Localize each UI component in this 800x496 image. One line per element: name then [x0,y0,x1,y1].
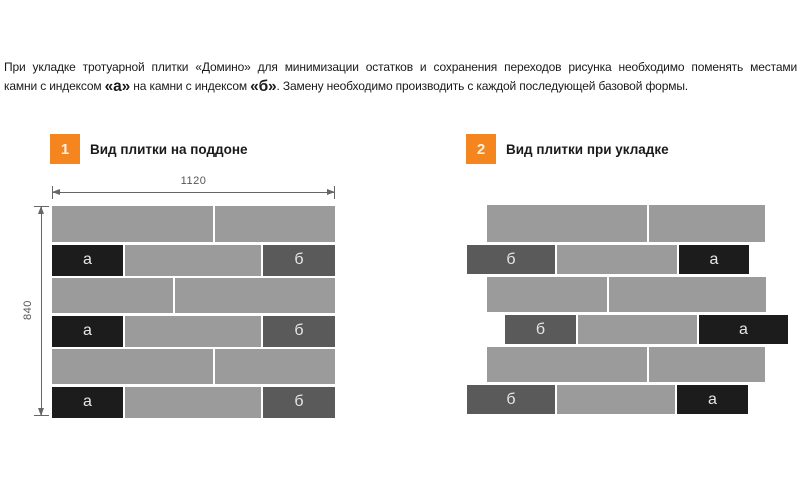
intro-text: камни с индексом [4,79,105,93]
intro-line: камни с индексом «а» на камни с индексом… [4,77,797,96]
tile-plain [649,205,765,242]
tile-b: б [467,385,555,414]
tile-row [487,347,797,382]
tile-index-label: б [294,322,304,339]
tile-plain [215,206,335,242]
tile-index-label: а [709,250,719,268]
tile-plain [125,244,261,276]
tile-index-label: б [294,251,304,268]
section-1-header: 1 Вид плитки на поддоне [50,134,248,164]
tile-row [487,277,797,312]
tile-plain [215,349,335,384]
tile-plain [52,206,213,242]
tile-plain [52,349,213,384]
dimension-arrow [38,408,44,416]
tile-index-label: б [506,390,516,408]
tile-plain [487,347,647,382]
tile-plain [649,347,765,382]
tile-plain [578,315,697,344]
tile-row [52,206,335,242]
tile-a: а [52,315,123,347]
tile-index-label: б [294,393,304,410]
tile-plain [125,386,261,418]
width-dimension-label: 1120 [180,175,207,187]
tile-index-label: б [506,250,516,268]
tile-row [52,278,335,313]
tile-index-label: а [708,390,717,408]
tile-plain [557,245,677,274]
intro-text: на камни с индексом [130,79,251,93]
index-letter-emphasis: «б» [250,78,277,95]
tile-index-label: а [739,320,748,338]
tile-a: а [679,245,749,274]
width-dimension-line [52,192,335,193]
tile-plain [487,205,647,242]
intro-text: При укладке тротуарной плитки «Домино» д… [4,60,797,74]
tile-plain [175,278,335,313]
dimension-arrow [327,189,335,195]
tile-index-label: а [83,322,92,339]
intro-line: При укладке тротуарной плитки «Домино» д… [4,58,797,77]
tile-b: б [263,315,335,347]
tile-b: б [263,244,335,276]
tile-row [52,349,335,384]
section-2-header: 2 Вид плитки при укладке [466,134,669,164]
section-2-title: Вид плитки при укладке [506,141,669,157]
dimension-arrow [38,206,44,214]
intro-paragraph: При укладке тротуарной плитки «Домино» д… [4,58,797,96]
tile-index-label: б [535,320,546,338]
tile-index-label: а [83,251,92,268]
tile-plain [557,385,675,414]
tile-b: б [505,315,576,344]
intro-text: . Замену необходимо производить с каждой… [276,79,689,93]
tile-plain [125,315,261,347]
dimension-arrow [52,189,60,195]
tile-row [487,205,797,242]
height-dimension-label: 840 [22,300,34,320]
tile-a: а [52,386,123,418]
tile-a: а [699,315,788,344]
tile-b: б [467,245,555,274]
tile-a: а [677,385,748,414]
height-dimension-line [41,206,42,416]
tile-plain [487,277,607,312]
tile-plain [609,277,766,312]
section-2-number-badge: 2 [466,134,496,164]
tile-a: а [52,244,123,276]
index-letter-emphasis: «а» [104,78,131,95]
tile-b: б [263,386,335,418]
tile-index-label: а [83,393,92,410]
section-1-number-badge: 1 [50,134,80,164]
tile-plain [52,278,173,313]
section-1-title: Вид плитки на поддоне [90,141,248,157]
